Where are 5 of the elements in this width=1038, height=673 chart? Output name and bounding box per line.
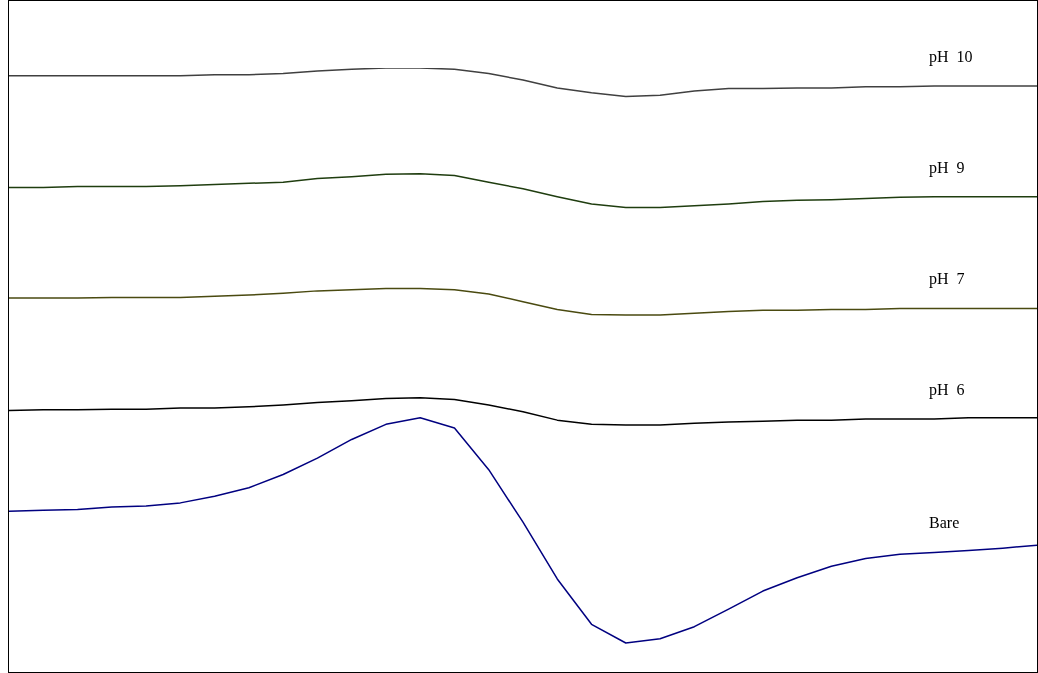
series-label: pH 9 xyxy=(929,158,965,177)
series-label: pH 6 xyxy=(929,380,965,399)
series-label: Bare xyxy=(929,514,960,532)
series-label: pH 7 xyxy=(929,270,965,289)
series-label: pH 10 xyxy=(929,48,973,67)
